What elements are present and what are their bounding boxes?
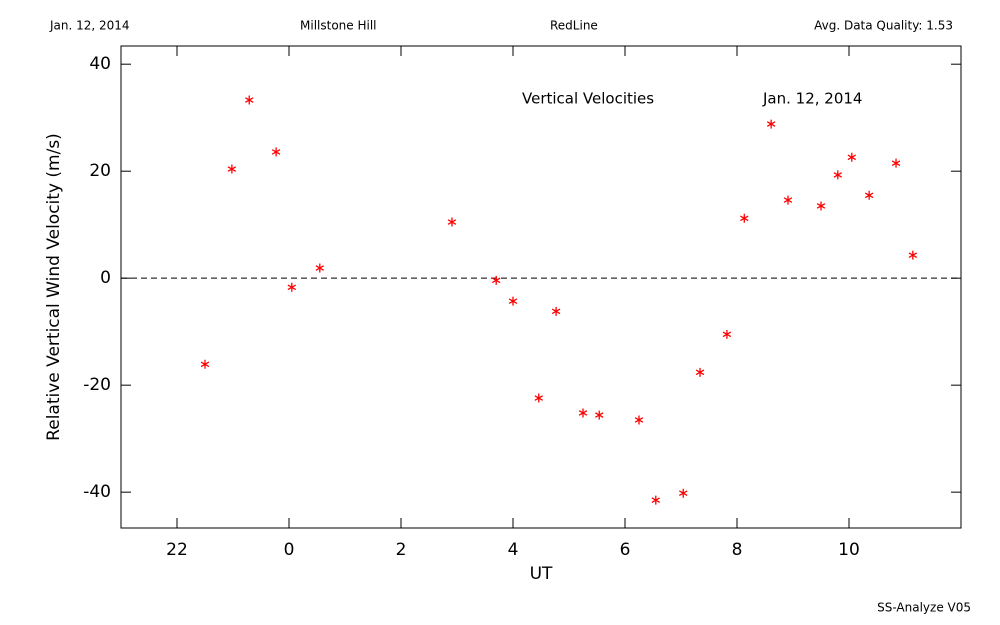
x-tick-label: 4 — [508, 540, 519, 560]
data-point — [783, 195, 793, 205]
data-point — [200, 359, 210, 369]
data-point — [864, 190, 874, 200]
y-axis-label: Relative Vertical Wind Velocity (m/s) — [44, 133, 64, 441]
y-tick-label: 0 — [100, 268, 111, 288]
x-tick-label: 10 — [838, 540, 860, 560]
y-tick-label: 40 — [89, 54, 111, 74]
y-tick-label: 20 — [89, 161, 111, 181]
x-tick-label: 0 — [284, 540, 295, 560]
data-point — [447, 217, 457, 227]
data-point — [695, 367, 705, 377]
data-point — [271, 147, 281, 157]
data-point — [551, 306, 561, 316]
data-point — [634, 415, 644, 425]
data-point — [578, 408, 588, 418]
data-point — [227, 164, 237, 174]
data-point — [722, 329, 732, 339]
data-point — [891, 158, 901, 168]
data-point — [287, 282, 297, 292]
x-tick-label: 8 — [732, 540, 743, 560]
data-point — [816, 201, 826, 211]
x-axis-label: UT — [530, 564, 553, 584]
data-point — [847, 152, 857, 162]
x-tick-label: 2 — [396, 540, 407, 560]
x-tick-label: 22 — [166, 540, 188, 560]
plot-frame — [120, 45, 962, 529]
annotation: Vertical Velocities — [522, 90, 654, 108]
header-date: Jan. 12, 2014 — [49, 19, 130, 33]
header-site: Millstone Hill — [300, 19, 376, 33]
header-quality: Avg. Data Quality: 1.53 — [814, 19, 953, 33]
data-point — [534, 393, 543, 403]
data-point — [833, 170, 843, 180]
data-point — [491, 275, 501, 285]
data-point — [908, 250, 918, 260]
footer: SS-Analyze V05 — [877, 601, 971, 615]
data-point — [315, 263, 325, 273]
data-point — [679, 488, 688, 498]
header-line: RedLine — [550, 19, 598, 33]
y-tick-label: -20 — [83, 375, 111, 395]
data-point — [651, 495, 661, 505]
data-point — [595, 410, 604, 420]
data-point — [766, 119, 776, 129]
x-tick-label: 6 — [620, 540, 631, 560]
y-tick-label: -40 — [83, 482, 111, 502]
data-point — [508, 296, 518, 306]
data-point — [740, 213, 749, 223]
annotation: Jan. 12, 2014 — [762, 90, 862, 108]
data-point — [245, 95, 254, 105]
